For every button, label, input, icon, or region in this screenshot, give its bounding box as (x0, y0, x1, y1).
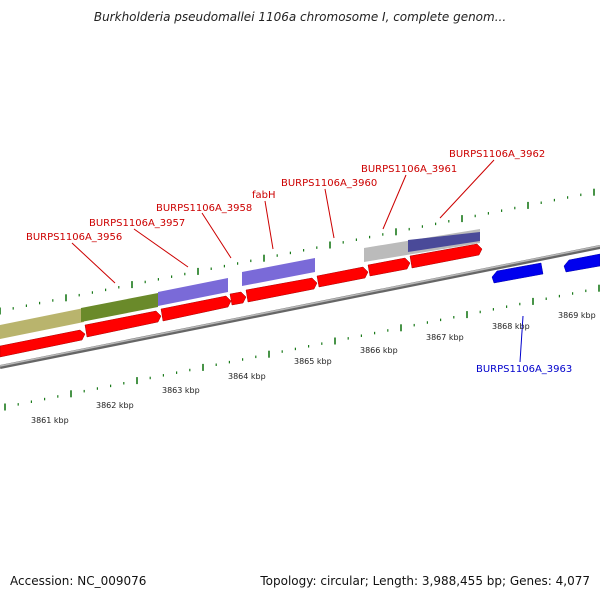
leader-line (519, 315, 524, 363)
feature-band-green[interactable] (81, 293, 158, 322)
reverse-gene-arrow[interactable] (491, 262, 544, 284)
position-label: 3863 kbp (162, 386, 200, 395)
leader-line (133, 228, 189, 268)
position-label: 3861 kbp (31, 416, 69, 425)
gene-label[interactable]: BURPS1106A_3956 (26, 232, 122, 243)
feature-band-purple-1[interactable] (158, 278, 228, 306)
feature-band-olive[interactable] (0, 308, 84, 339)
feature-band-purple-2[interactable] (242, 258, 315, 286)
forward-gene-arrow[interactable] (229, 291, 247, 306)
gene-label[interactable]: BURPS1106A_3958 (156, 203, 252, 214)
position-label: 3869 kbp (558, 311, 596, 320)
position-label: 3865 kbp (294, 357, 332, 366)
forward-gene-arrow[interactable] (160, 295, 232, 322)
reverse-gene-arrow[interactable] (563, 253, 600, 273)
leader-lines (71, 159, 524, 363)
feature-band-navy[interactable] (408, 232, 480, 252)
forward-gene-track (0, 243, 483, 358)
accession-text: Accession: NC_009076 (10, 574, 147, 588)
position-label: 3866 kbp (360, 346, 398, 355)
backbone (0, 245, 600, 369)
gene-labels: BURPS1106A_3956 BURPS1106A_3957 BURPS110… (26, 149, 572, 375)
leader-line (264, 200, 274, 250)
gene-label[interactable]: BURPS1106A_3957 (89, 218, 185, 229)
forward-gene-arrow[interactable] (0, 329, 86, 358)
leader-line (71, 242, 116, 284)
gene-label[interactable]: BURPS1106A_3961 (361, 164, 457, 175)
leader-line (324, 188, 335, 239)
forward-gene-arrow[interactable] (316, 266, 369, 288)
feature-track-upper (0, 229, 480, 339)
forward-gene-arrow[interactable] (245, 277, 318, 303)
forward-gene-arrow[interactable] (84, 310, 162, 338)
leader-line (201, 212, 232, 259)
genome-summary-text: Topology: circular; Length: 3,988,455 bp… (260, 574, 590, 588)
gene-label[interactable]: BURPS1106A_3962 (449, 149, 545, 160)
tick-track-lower (4, 284, 600, 411)
gene-label[interactable]: fabH (252, 190, 276, 201)
genome-title: Burkholderia pseudomallei 1106a chromoso… (93, 10, 507, 24)
tick-track-upper (0, 188, 595, 315)
position-label: 3868 kbp (492, 322, 530, 331)
position-label: 3867 kbp (426, 333, 464, 342)
leader-line (382, 174, 407, 230)
gene-label[interactable]: BURPS1106A_3960 (281, 178, 377, 189)
reverse-gene-track (491, 253, 600, 284)
position-labels: 3861 kbp 3862 kbp 3863 kbp 3864 kbp 3865… (31, 311, 596, 425)
position-label: 3862 kbp (96, 401, 134, 410)
position-label: 3864 kbp (228, 372, 266, 381)
leader-line (439, 159, 495, 219)
forward-gene-arrow[interactable] (367, 257, 411, 277)
forward-gene-arrow[interactable] (409, 243, 483, 269)
gene-label[interactable]: BURPS1106A_3963 (476, 364, 572, 375)
